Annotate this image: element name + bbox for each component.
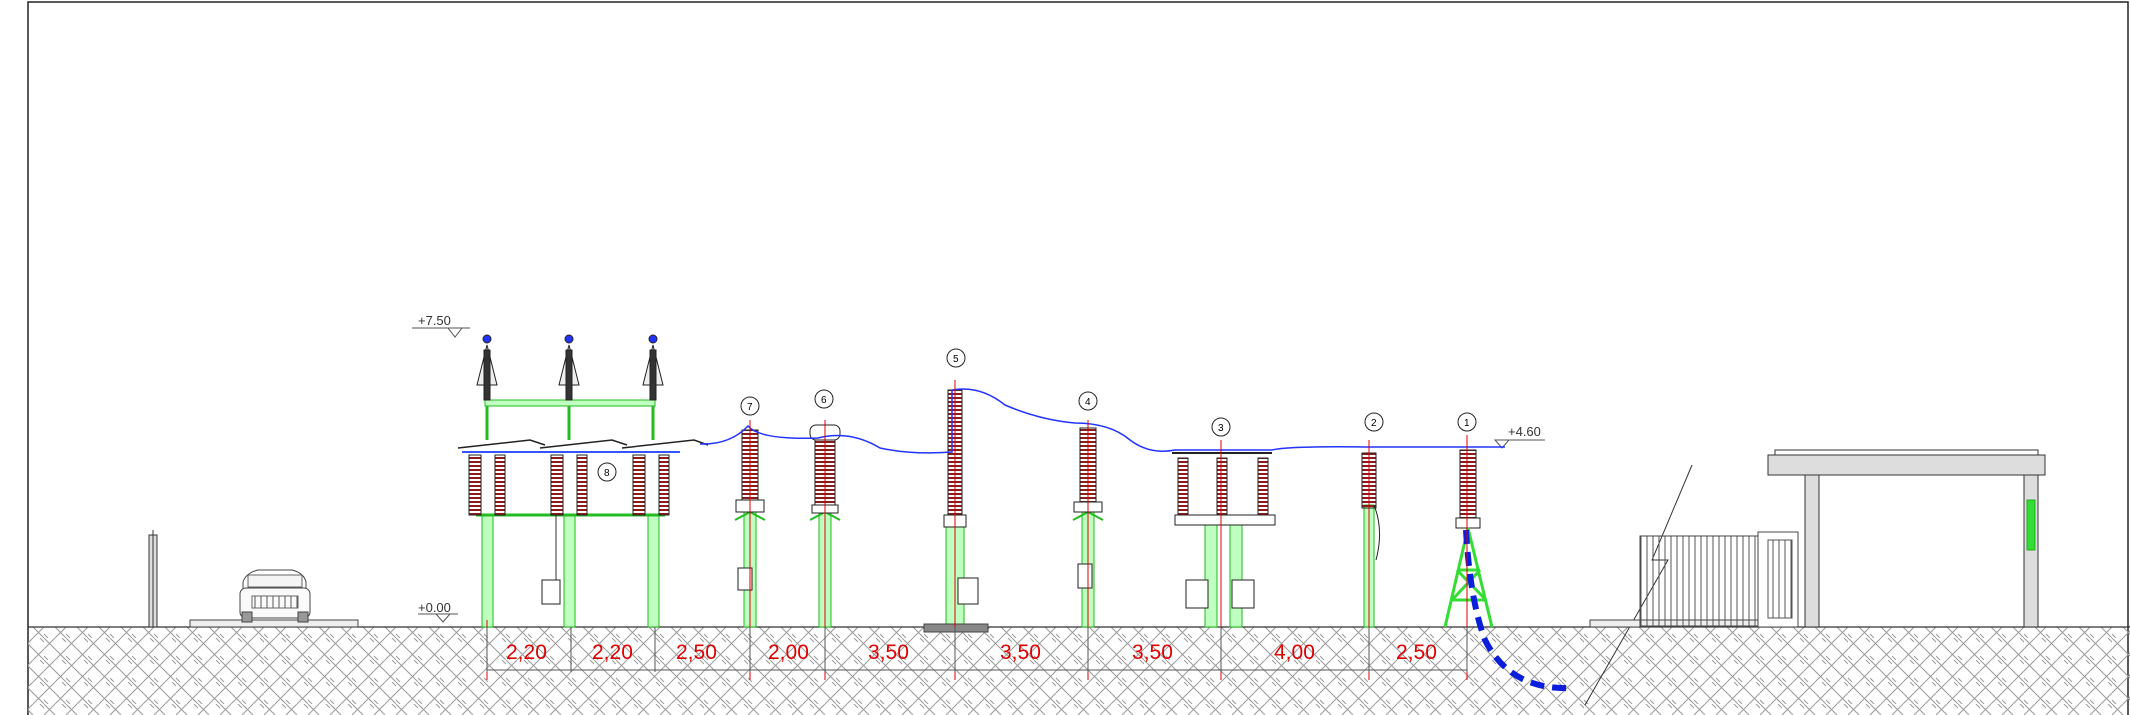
portal-building [1767, 449, 2046, 628]
dimension-1: 2,20 [506, 641, 547, 664]
level-busbar-label: +4.60 [1508, 424, 1541, 439]
underground-cable [1463, 529, 1571, 692]
level-marker-ground: +0.00 [418, 600, 458, 623]
dimension-4: 2,00 [768, 641, 809, 664]
dimension-9: 2,50 [1396, 641, 1437, 664]
level-top-label: +7.50 [418, 313, 451, 328]
drawing-border [27, 1, 2129, 715]
equipment-number-8: 8 [604, 468, 610, 479]
equipment-3 [1172, 452, 1276, 628]
dimension-2: 2,20 [592, 641, 633, 664]
equipment-number-7: 7 [747, 402, 753, 413]
equipment-number-5: 5 [953, 354, 959, 365]
equipment-1 [1443, 449, 1494, 628]
dimension-chain: 2,20 2,20 2,50 2,00 3,50 3,50 3,50 4,00 … [486, 627, 1468, 672]
equipment-number-6: 6 [821, 395, 827, 406]
car-icon [189, 569, 359, 628]
equipment-number-4: 4 [1085, 397, 1091, 408]
dimension-7: 3,50 [1132, 641, 1173, 664]
ground-hatch [28, 627, 2130, 715]
level-ground-label: +0.00 [418, 600, 451, 615]
equipment-number-2: 2 [1371, 418, 1377, 429]
dimension-3: 2,50 [676, 641, 717, 664]
dimension-5: 3,50 [868, 641, 909, 664]
fence-post [148, 530, 158, 628]
equipment-number-3: 3 [1218, 423, 1224, 434]
dimension-8: 4,00 [1274, 641, 1315, 664]
equipment-number-1: 1 [1464, 418, 1470, 429]
level-marker-busbar: +4.60 [1493, 424, 1545, 449]
dimension-6: 3,50 [1000, 641, 1041, 664]
equipment-2 [1361, 452, 1380, 628]
level-marker-top: +7.50 [412, 313, 470, 338]
equipment-labels: 1 2 3 4 5 6 7 8 [597, 348, 1477, 482]
disconnector-structure [457, 334, 709, 628]
equipment-5 [923, 389, 989, 633]
overhead-conductor [699, 388, 1505, 454]
gate-fence [1589, 531, 1799, 628]
